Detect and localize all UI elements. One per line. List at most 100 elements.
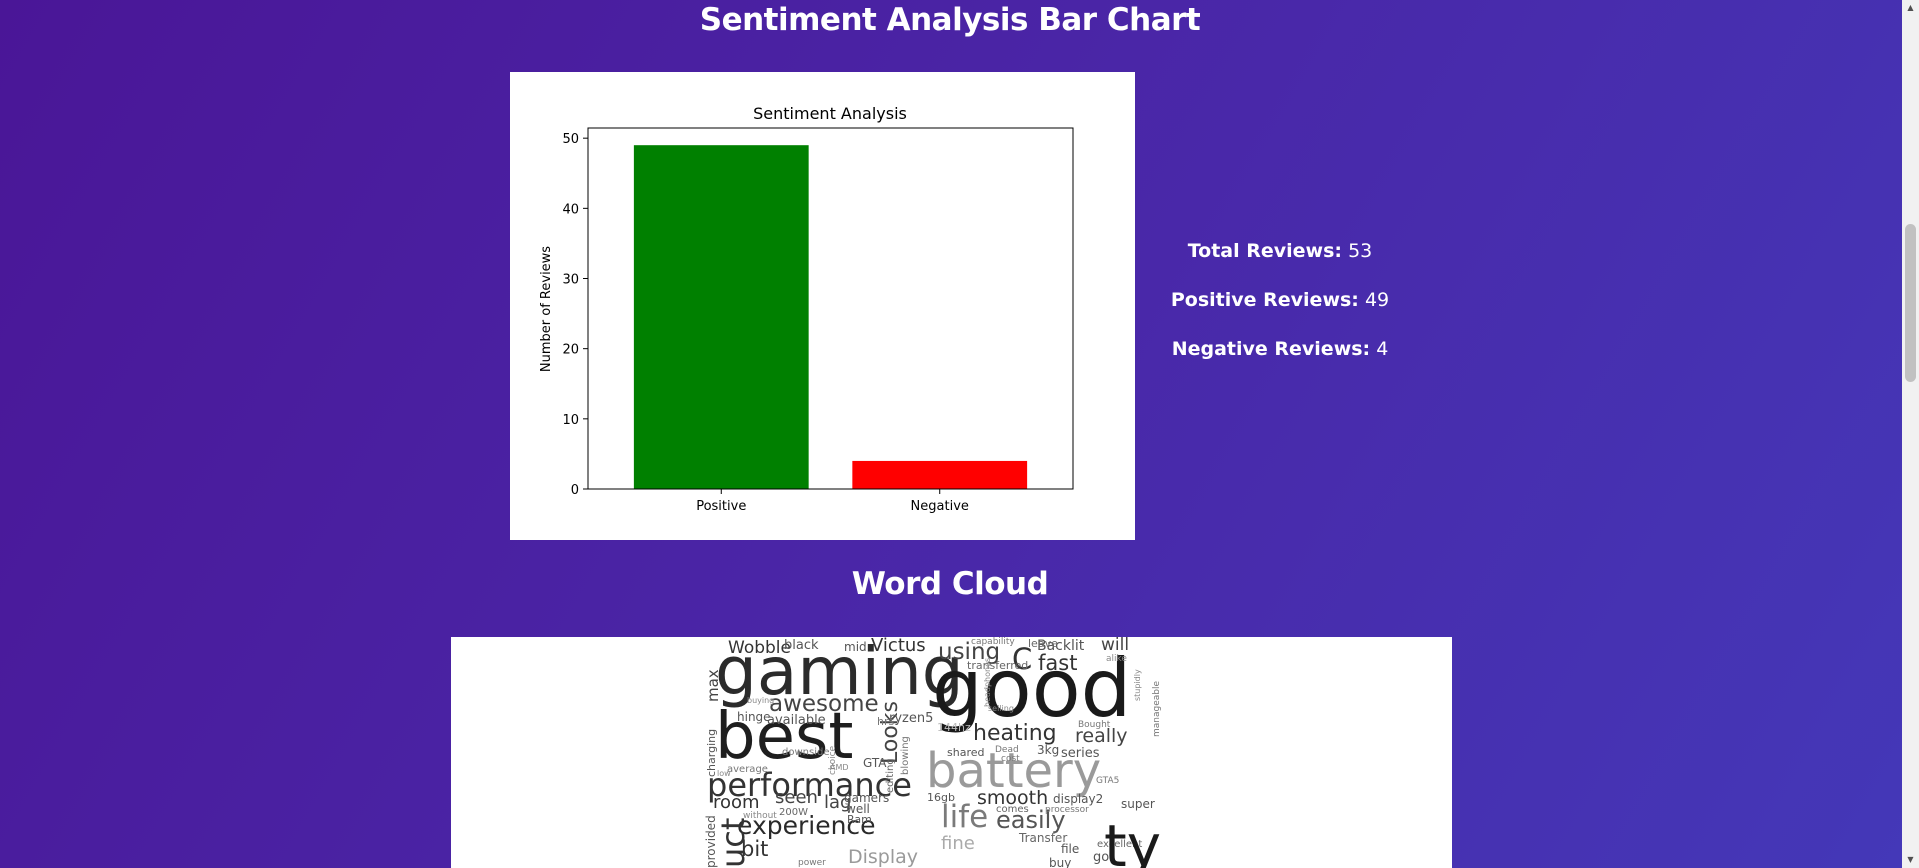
word-cloud-word: good <box>932 642 1132 735</box>
word-cloud-word: display2 <box>1053 792 1104 806</box>
word-cloud-word: shared <box>947 746 985 759</box>
word-cloud-word: AMD <box>830 763 849 772</box>
word-cloud-word: available <box>767 713 826 728</box>
bar-positive <box>633 145 809 489</box>
word-cloud-word: best <box>715 700 854 774</box>
word-cloud-word: stupidly <box>1133 669 1142 701</box>
y-tick-label: 30 <box>562 273 579 288</box>
word-cloud-word: charging <box>705 728 718 777</box>
word-cloud-word: file <box>1061 842 1080 856</box>
word-cloud-word: low <box>717 769 731 778</box>
word-cloud-word: transferred <box>967 659 1029 672</box>
word-cloud-word: seen <box>775 787 818 808</box>
word-cloud-word: excellent <box>1097 839 1143 850</box>
y-tick-label: 0 <box>571 483 579 498</box>
scroll-down-arrow-icon[interactable]: ▼ <box>1907 855 1914 864</box>
word-cloud-word: ryzen5 <box>889 711 934 726</box>
word-cloud-word: heating <box>973 721 1057 746</box>
word-cloud-word: super <box>1121 797 1155 811</box>
word-cloud-word: hrs <box>877 715 895 728</box>
bar-chart-heading: Sentiment Analysis Bar Chart <box>699 2 1201 38</box>
word-cloud-word: cost <box>1001 754 1020 764</box>
total-reviews-stat: Total Reviews: 53 <box>1150 240 1410 262</box>
word-cloud-word: 144hz <box>937 721 971 734</box>
bar-chart-svg: Sentiment Analysis Number of Reviews 0 10… <box>539 104 1074 514</box>
word-cloud-word: easily <box>996 806 1066 834</box>
x-tick-label: Positive <box>696 499 746 514</box>
word-cloud-word: room <box>713 792 760 813</box>
word-cloud-word: Transfer <box>1019 831 1068 845</box>
word-cloud-word: 200W <box>779 807 808 818</box>
word-cloud-word: smooth <box>977 787 1049 809</box>
word-cloud-word: gaming <box>715 637 964 710</box>
scroll-up-arrow-icon[interactable]: ▲ <box>1907 3 1914 12</box>
word-cloud-word: lag <box>824 792 852 813</box>
word-cloud-word: will <box>1101 637 1130 655</box>
word-cloud-word: 3kg <box>1037 743 1060 757</box>
word-cloud-word: editing <box>885 758 896 793</box>
vertical-scrollbar[interactable]: ▲ ▼ <box>1902 0 1919 868</box>
sentiment-bar-chart: Sentiment Analysis Number of Reviews 0 10… <box>510 72 1135 540</box>
word-cloud-word: processor <box>1045 805 1089 815</box>
word-cloud-word: Wobble <box>728 638 791 658</box>
negative-reviews-label: Negative Reviews: <box>1171 338 1371 360</box>
chart-x-ticks: Positive Negative <box>696 489 969 514</box>
chart-plot-frame <box>587 127 1074 490</box>
word-cloud-word: leave <box>1028 637 1058 650</box>
word-cloud-word: average <box>727 764 768 775</box>
total-reviews-value: 53 <box>1348 240 1373 262</box>
word-cloud-word: max <box>704 669 722 702</box>
word-cloud-word: buying <box>747 696 775 705</box>
word-cloud-word: using <box>938 639 1001 665</box>
word-cloud-word: comes <box>996 804 1029 815</box>
total-reviews-label: Total Reviews: <box>1187 240 1343 262</box>
word-cloud-word: Display <box>848 846 919 868</box>
word-cloud-word: power <box>798 858 826 868</box>
word-cloud-word: without <box>743 811 777 821</box>
word-cloud-word: blowing <box>900 736 911 775</box>
x-tick-label: Negative <box>911 499 969 514</box>
word-cloud-word: manageable <box>1152 680 1162 737</box>
word-cloud-word: experience <box>737 811 876 840</box>
word-cloud-word: life <box>941 799 989 835</box>
scrollbar-thumb[interactable] <box>1905 224 1916 382</box>
word-cloud-word: battery <box>926 743 1102 799</box>
word-cloud-word: got <box>1093 850 1115 865</box>
word-cloud-word: downside <box>782 747 830 758</box>
y-tick-label: 40 <box>562 202 579 217</box>
word-cloud-word: fast <box>1038 651 1078 675</box>
positive-reviews-label: Positive Reviews: <box>1170 289 1359 311</box>
word-cloud-word: awesome <box>769 691 879 717</box>
chart-y-ticks: 0 10 20 30 40 50 <box>562 132 588 498</box>
review-stats: Total Reviews: 53 Positive Reviews: 49 N… <box>1150 240 1410 387</box>
word-cloud-word: capability <box>971 637 1015 647</box>
chart-y-axis-label: Number of Reviews <box>539 246 554 372</box>
word-cloud-image: gaming good best battery performance experien… <box>701 637 1162 868</box>
word-cloud-word: Ram <box>847 813 872 826</box>
word-cloud-word: Bought <box>1078 720 1111 730</box>
word-cloud-word: hinge <box>737 710 771 724</box>
word-cloud-word: black <box>784 638 819 653</box>
bar-negative <box>852 460 1028 489</box>
y-tick-label: 50 <box>562 132 579 147</box>
word-cloud-word: gamers <box>844 791 890 805</box>
y-tick-label: 10 <box>562 413 579 428</box>
word-cloud-word: selling <box>988 704 1014 713</box>
negative-reviews-stat: Negative Reviews: 4 <box>1150 338 1410 360</box>
word-cloud-word: well <box>846 802 870 816</box>
word-cloud-word: Victus <box>871 637 926 656</box>
word-cloud-word: Backlit <box>1037 638 1085 654</box>
word-cloud-word: C <box>1012 642 1033 676</box>
word-cloud-word: 16gb <box>927 791 955 804</box>
word-cloud-word: series <box>1061 746 1100 761</box>
positive-reviews-value: 49 <box>1364 289 1390 311</box>
word-cloud-word: buy <box>1049 856 1072 868</box>
word-cloud-word: really <box>1075 725 1128 747</box>
word-cloud-word: headphones <box>983 657 992 707</box>
word-cloud-word: uct <box>714 817 752 868</box>
chart-bars <box>633 145 1028 489</box>
word-cloud-word: ty <box>1104 812 1162 868</box>
word-cloud-word: alike <box>1106 654 1127 664</box>
positive-reviews-stat: Positive Reviews: 49 <box>1150 289 1410 311</box>
word-cloud-word: fine <box>941 833 975 854</box>
